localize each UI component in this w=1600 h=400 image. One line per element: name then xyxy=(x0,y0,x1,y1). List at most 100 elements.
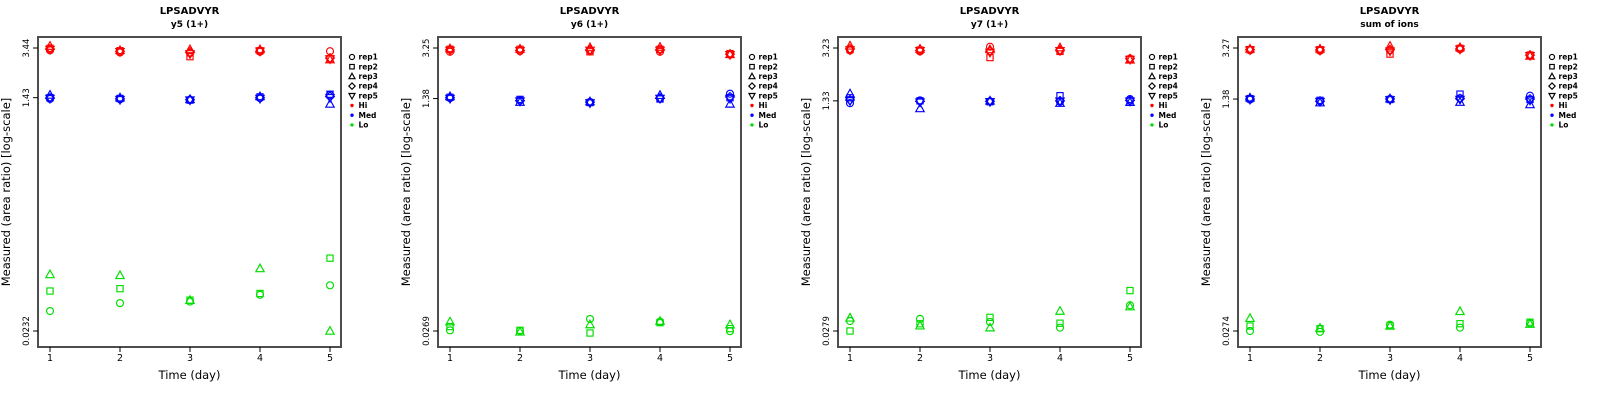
legend-symbol-rep4 xyxy=(1548,82,1556,91)
marker-lo-rep3-day5 xyxy=(724,318,736,329)
marker-med-rep3-day3 xyxy=(184,93,196,104)
marker-med-rep5-day4 xyxy=(654,94,666,105)
legend-dot-hi xyxy=(1550,103,1554,108)
y-tick-label-0: 3.25 xyxy=(422,39,432,58)
panel-subtitle: y7 (1+) xyxy=(971,20,1008,30)
marker-hi-rep5-day1 xyxy=(44,45,56,56)
y-axis-label: Measured (area ratio) [log-scale] xyxy=(0,98,13,287)
x-tick-label-1: 2 xyxy=(1317,353,1323,364)
marker-hi-rep5-day1 xyxy=(844,46,856,56)
legend-label-rep1: rep1 xyxy=(1559,53,1578,62)
marker-lo-rep1-day5 xyxy=(325,281,335,290)
marker-med-rep5-day3 xyxy=(984,97,996,108)
marker-med-rep5-day5 xyxy=(324,93,336,104)
marker-med-rep5-day1 xyxy=(444,94,456,105)
marker-med-rep3-day5 xyxy=(1524,98,1536,109)
marker-hi-rep5-day3 xyxy=(1384,47,1396,57)
marker-hi-rep3-day2 xyxy=(114,44,126,55)
x-tick-label-4: 5 xyxy=(327,353,333,364)
panel-subtitle: y5 (1+) xyxy=(171,20,208,30)
marker-lo-rep3-day1 xyxy=(44,268,56,279)
marker-hi-rep5-day3 xyxy=(184,50,196,60)
x-tick-label-4: 5 xyxy=(1527,353,1533,364)
legend-symbol-rep1 xyxy=(1148,53,1156,61)
marker-lo-rep2-day1 xyxy=(1246,322,1254,330)
marker-hi-rep5-day2 xyxy=(514,47,526,57)
marker-med-rep3-day3 xyxy=(1384,93,1396,103)
legend-label-lo: Lo xyxy=(359,121,369,130)
marker-lo-rep3-day5 xyxy=(324,325,336,335)
y-tick-label-1: 1.38 xyxy=(1222,90,1232,109)
legend-label-rep2: rep2 xyxy=(1159,62,1178,71)
legend-label-rep1: rep1 xyxy=(359,53,378,62)
legend-dot-lo xyxy=(750,123,754,127)
marker-hi-rep5-day2 xyxy=(1314,46,1326,56)
panel-y6-1plus: LPSADVYR y6 (1+) 3.25 1.38 0.0269 1 2 3 4 5 Time (… xyxy=(400,0,800,400)
marker-med-rep3-day3 xyxy=(584,96,596,106)
marker-lo-rep3-day3 xyxy=(984,322,996,332)
marker-lo-rep3-day3 xyxy=(584,318,596,329)
y-tick-label-2: 0.0269 xyxy=(422,316,432,346)
legend-dot-lo xyxy=(350,123,354,127)
plot-box xyxy=(37,36,342,348)
marker-lo-rep1-day4 xyxy=(1055,323,1065,332)
legend-label-hi: Hi xyxy=(759,101,768,110)
marker-lo-rep3-day3 xyxy=(184,294,196,304)
legend-label-rep5: rep5 xyxy=(1159,91,1178,100)
marker-lo-rep1-day1 xyxy=(1245,326,1255,336)
marker-med-rep1-day1 xyxy=(845,99,855,108)
legend-symbol-rep3 xyxy=(748,72,756,80)
plot-box xyxy=(837,36,1142,348)
legend-dot-med xyxy=(750,113,754,117)
marker-lo-rep2-day3 xyxy=(986,313,994,322)
marker-med-rep5-day1 xyxy=(1244,95,1256,106)
panel-title: LPSADVYR xyxy=(560,6,620,17)
marker-med-rep5-day3 xyxy=(184,96,196,106)
legend-dot-med xyxy=(350,113,354,117)
y-tick-label-0: 3.27 xyxy=(1222,39,1232,58)
panel-y7-1plus: LPSADVYR y7 (1+) 3.23 1.33 0.0279 1 2 3 4 5 Time (… xyxy=(800,0,1200,400)
marker-hi-rep5-day2 xyxy=(914,47,926,57)
x-tick-label-3: 4 xyxy=(257,353,263,364)
marker-hi-rep5-day4 xyxy=(654,46,666,56)
legend-label-rep4: rep4 xyxy=(759,82,778,91)
y-axis-label: Measured (area ratio) [log-scale] xyxy=(1200,98,1213,287)
x-tick-label-2: 3 xyxy=(187,353,193,364)
legend-label-rep3: rep3 xyxy=(359,72,378,81)
legend-dot-lo xyxy=(1550,123,1554,127)
y-tick-label-0: 3.23 xyxy=(822,39,832,58)
marker-lo-rep2-day1 xyxy=(846,327,854,335)
marker-hi-rep3-day1 xyxy=(844,40,856,50)
x-tick-label-4: 5 xyxy=(1127,353,1133,364)
marker-lo-rep3-day4 xyxy=(654,315,666,325)
legend-label-med: Med xyxy=(1559,111,1577,120)
x-axis-label: Time (day) xyxy=(1358,368,1421,382)
x-axis-label: Time (day) xyxy=(558,368,621,382)
marker-hi-rep3-day1 xyxy=(44,40,56,50)
chart-y7-1plus: LPSADVYR y7 (1+) 3.23 1.33 0.0279 1 2 3 4 5 Time (… xyxy=(800,6,1178,382)
legend-label-rep2: rep2 xyxy=(359,62,378,71)
marker-med-rep5-day4 xyxy=(1054,97,1066,107)
panel-title: LPSADVYR xyxy=(960,6,1020,17)
marker-med-rep3-day3 xyxy=(984,95,996,105)
x-tick-label-1: 2 xyxy=(917,353,923,364)
marker-med-rep3-day1 xyxy=(44,89,56,99)
marker-lo-rep2-day5 xyxy=(1126,286,1134,295)
x-tick-label-0: 1 xyxy=(47,353,53,364)
legend-symbol-rep2 xyxy=(749,63,755,70)
marker-med-rep1-day5 xyxy=(725,89,735,98)
x-axis-label: Time (day) xyxy=(158,368,221,382)
marker-lo-rep3-day5 xyxy=(1124,301,1136,311)
legend-label-rep1: rep1 xyxy=(1159,53,1178,62)
legend-dot-hi xyxy=(750,103,754,108)
panel-title: LPSADVYR xyxy=(160,6,220,17)
x-axis-label: Time (day) xyxy=(958,368,1021,382)
marker-lo-rep3-day3 xyxy=(1384,320,1396,330)
x-tick-label-2: 3 xyxy=(987,353,993,364)
legend-dot-hi xyxy=(1150,103,1154,108)
marker-med-rep5-day2 xyxy=(114,95,126,106)
legend-label-rep5: rep5 xyxy=(759,91,778,100)
y-axis-label: Measured (area ratio) [log-scale] xyxy=(400,98,413,287)
legend-label-lo: Lo xyxy=(759,121,769,130)
